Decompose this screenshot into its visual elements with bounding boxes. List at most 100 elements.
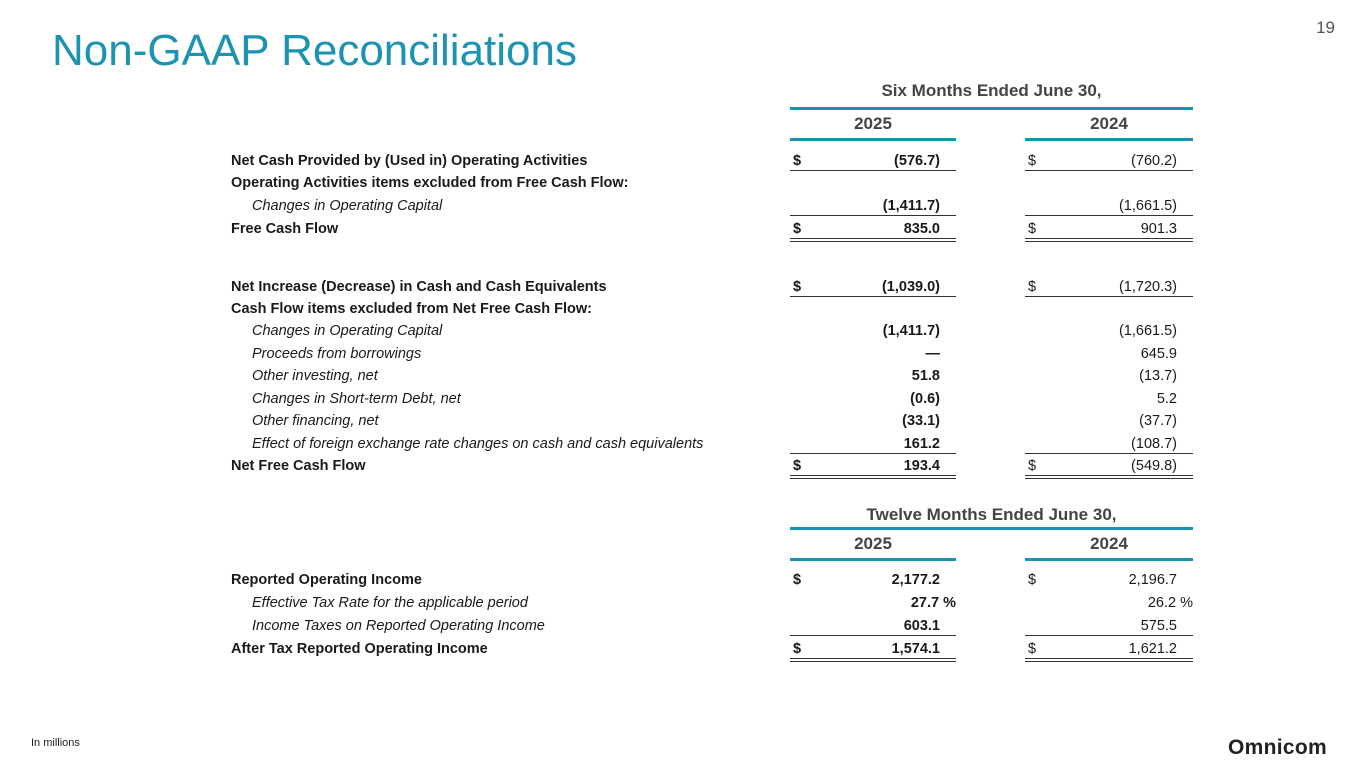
cell-value: 193.4 — [903, 458, 940, 474]
value-2024: $2,196.7 — [1025, 569, 1193, 589]
header-rule — [1025, 558, 1193, 561]
row-label: Effective Tax Rate for the applicable pe… — [252, 595, 528, 611]
value-2025: — — [790, 343, 956, 363]
table-row: Changes in Short-term Debt, net (0.6) 5.2 — [0, 388, 1365, 410]
cell-value: 1,574.1 — [891, 641, 940, 657]
cell-value: 575.5 — [1140, 618, 1177, 634]
cell-value: (1,661.5) — [1118, 323, 1177, 339]
cell-value: 901.3 — [1140, 221, 1177, 237]
currency-symbol: $ — [793, 221, 802, 237]
value-2025: $835.0 — [790, 218, 956, 242]
cell-value: 835.0 — [903, 221, 940, 237]
value-2025: 161.2 — [790, 433, 956, 454]
currency-symbol: $ — [793, 153, 802, 169]
row-label: Proceeds from borrowings — [252, 346, 422, 362]
table1-year-2024: 2024 — [1090, 114, 1128, 133]
value-2025: 27.7 % — [790, 592, 956, 612]
cell-value: 1,621.2 — [1128, 641, 1177, 657]
currency-symbol: $ — [1028, 641, 1037, 657]
table-row: Income Taxes on Reported Operating Incom… — [0, 615, 1365, 637]
currency-symbol: $ — [793, 279, 802, 295]
table-row: Net Cash Provided by (Used in) Operating… — [0, 150, 1365, 172]
value-2025: $2,177.2 — [790, 569, 956, 589]
value-2024: (1,661.5) — [1025, 320, 1193, 340]
value-2024: 645.9 — [1025, 343, 1193, 363]
cell-value: (33.1) — [902, 413, 940, 429]
value-2024: $901.3 — [1025, 218, 1193, 242]
table-row: Effect of foreign exchange rate changes … — [0, 433, 1365, 455]
row-label: Net Cash Provided by (Used in) Operating… — [231, 153, 588, 169]
value-2024: (13.7) — [1025, 365, 1193, 385]
row-label: Reported Operating Income — [231, 572, 422, 588]
row-label: Changes in Operating Capital — [252, 198, 443, 214]
cell-value: (37.7) — [1139, 413, 1177, 429]
table-row: Changes in Operating Capital (1,411.7) (1,… — [0, 195, 1365, 217]
table-row: Cash Flow items excluded from Net Free C… — [0, 298, 1365, 320]
cell-value: (1,039.0) — [881, 279, 940, 295]
currency-symbol: $ — [793, 641, 802, 657]
row-label: Cash Flow items excluded from Net Free C… — [231, 301, 592, 317]
currency-symbol: $ — [1028, 279, 1037, 295]
header-rule — [1025, 138, 1193, 141]
row-label: Operating Activities items excluded from… — [231, 175, 629, 191]
table-row: Other financing, net (33.1) (37.7) — [0, 410, 1365, 432]
cell-value: 2,196.7 — [1128, 572, 1177, 588]
cell-value: 645.9 — [1140, 346, 1177, 362]
row-label: Net Free Cash Flow — [231, 458, 366, 474]
value-2024: (37.7) — [1025, 410, 1193, 430]
currency-symbol: $ — [1028, 572, 1037, 588]
cell-value: 27.7 % — [910, 595, 956, 611]
value-2025: $ (576.7) — [790, 150, 956, 171]
table-row: Net Free Cash Flow $193.4 $ (549.8) — [0, 455, 1365, 479]
value-2024: 575.5 — [1025, 615, 1193, 636]
cell-value: 26.2 % — [1147, 595, 1193, 611]
header-rule — [790, 138, 956, 141]
omnicom-logo: Omnicom — [1228, 736, 1327, 759]
page-number: 19 — [1316, 18, 1335, 37]
row-label: Other financing, net — [252, 413, 379, 429]
row-label: Effect of foreign exchange rate changes … — [252, 436, 704, 452]
row-label: Income Taxes on Reported Operating Incom… — [252, 618, 545, 634]
row-label: Changes in Operating Capital — [252, 323, 443, 339]
row-label: Net Increase (Decrease) in Cash and Cash… — [231, 279, 607, 295]
value-2024: $ (760.2) — [1025, 150, 1193, 171]
table2-period-header: Twelve Months Ended June 30, — [866, 505, 1117, 524]
value-2025: (33.1) — [790, 410, 956, 430]
value-2024: 26.2 % — [1025, 592, 1193, 612]
table-row: Operating Activities items excluded from… — [0, 172, 1365, 194]
table-row: After Tax Reported Operating Income $1,57… — [0, 638, 1365, 662]
value-2025: $ (1,039.0) — [790, 276, 956, 297]
value-2025: $1,574.1 — [790, 638, 956, 662]
header-rule — [790, 107, 1193, 110]
currency-symbol: $ — [1028, 458, 1037, 474]
cell-value: 603.1 — [903, 618, 940, 634]
table-row: Changes in Operating Capital (1,411.7) (1,… — [0, 320, 1365, 342]
value-2025: 51.8 — [790, 365, 956, 385]
row-label: Changes in Short-term Debt, net — [252, 391, 461, 407]
table1-period-header: Six Months Ended June 30, — [881, 81, 1102, 100]
currency-symbol: $ — [1028, 153, 1037, 169]
cell-value: 5.2 — [1156, 391, 1177, 407]
cell-value: (1,411.7) — [882, 323, 940, 339]
cell-value: (1,411.7) — [882, 198, 940, 214]
value-2025: (1,411.7) — [790, 320, 956, 340]
table-row: Effective Tax Rate for the applicable pe… — [0, 592, 1365, 614]
currency-symbol: $ — [1028, 221, 1037, 237]
cell-value: 161.2 — [903, 436, 940, 452]
value-2024: $ (1,720.3) — [1025, 276, 1193, 297]
cell-value: (0.6) — [910, 391, 940, 407]
row-label: Free Cash Flow — [231, 221, 339, 237]
table2-year-2025: 2025 — [854, 534, 892, 553]
cell-value: 2,177.2 — [891, 572, 940, 588]
footnote: In millions — [31, 737, 80, 749]
table-row: Other investing, net 51.8 (13.7) — [0, 365, 1365, 387]
cell-value: (1,661.5) — [1118, 198, 1177, 214]
cell-value: (576.7) — [894, 153, 940, 169]
cell-value: 51.8 — [911, 368, 940, 384]
cell-value: (13.7) — [1139, 368, 1177, 384]
value-2024: $ (549.8) — [1025, 455, 1193, 479]
cell-value: — — [925, 346, 941, 362]
table-row: Net Increase (Decrease) in Cash and Cash… — [0, 276, 1365, 298]
table2-year-2024: 2024 — [1090, 534, 1128, 553]
value-2025: (0.6) — [790, 388, 956, 408]
